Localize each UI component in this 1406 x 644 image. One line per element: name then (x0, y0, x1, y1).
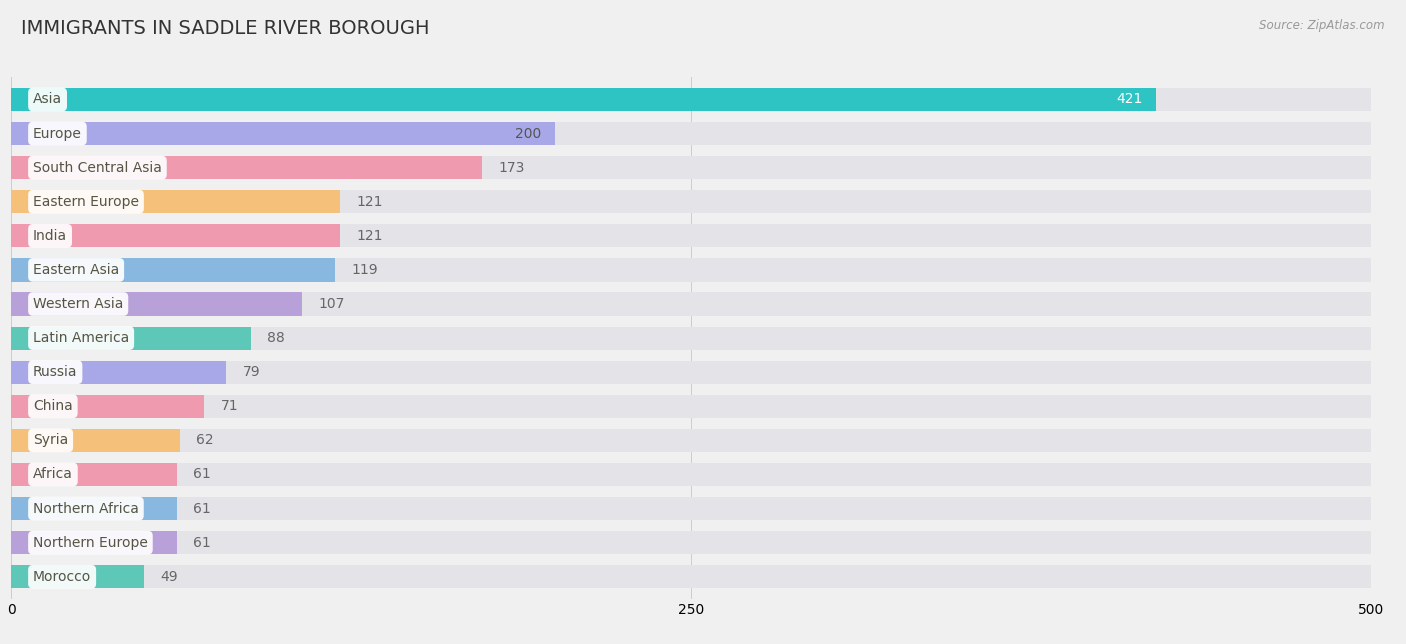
Text: Northern Europe: Northern Europe (32, 536, 148, 550)
Text: 121: 121 (357, 194, 382, 209)
Bar (11, 565, 145, 589)
Bar (11, 531, 1371, 554)
Bar (11, 156, 1371, 179)
Bar (11, 258, 1371, 281)
Text: India: India (32, 229, 67, 243)
Bar (11, 429, 180, 452)
Text: 107: 107 (319, 297, 344, 311)
Bar (11, 190, 340, 213)
Bar (11, 190, 1371, 213)
Bar (11, 88, 1156, 111)
Bar (11, 327, 250, 350)
Bar (11, 531, 177, 554)
Text: IMMIGRANTS IN SADDLE RIVER BOROUGH: IMMIGRANTS IN SADDLE RIVER BOROUGH (21, 19, 430, 39)
Text: Russia: Russia (32, 365, 77, 379)
Bar (11, 122, 555, 145)
Bar (11, 224, 340, 247)
Bar (11, 395, 204, 418)
Text: Northern Africa: Northern Africa (32, 502, 139, 516)
Text: 61: 61 (194, 502, 211, 516)
Text: Europe: Europe (32, 126, 82, 140)
Text: 61: 61 (194, 536, 211, 550)
Bar (11, 497, 177, 520)
Text: Asia: Asia (32, 93, 62, 106)
Bar (11, 122, 1371, 145)
Bar (11, 292, 302, 316)
Text: 88: 88 (267, 331, 284, 345)
Text: 49: 49 (160, 570, 179, 583)
Text: Western Asia: Western Asia (32, 297, 124, 311)
Bar (11, 565, 1371, 589)
Bar (11, 327, 1371, 350)
Text: 200: 200 (515, 126, 541, 140)
Text: 119: 119 (352, 263, 378, 277)
Text: 62: 62 (197, 433, 214, 448)
Text: Latin America: Latin America (32, 331, 129, 345)
Text: South Central Asia: South Central Asia (32, 160, 162, 175)
Bar (11, 156, 482, 179)
Text: Syria: Syria (32, 433, 69, 448)
Bar (11, 361, 1371, 384)
Bar (11, 429, 1371, 452)
Text: 173: 173 (498, 160, 524, 175)
Text: 121: 121 (357, 229, 382, 243)
Text: 79: 79 (242, 365, 260, 379)
Text: Source: ZipAtlas.com: Source: ZipAtlas.com (1260, 19, 1385, 32)
Text: 421: 421 (1116, 93, 1143, 106)
Text: China: China (32, 399, 73, 413)
Bar (11, 88, 1371, 111)
Bar (11, 361, 226, 384)
Text: Africa: Africa (32, 468, 73, 482)
Bar (11, 258, 335, 281)
Text: 61: 61 (194, 468, 211, 482)
Text: Eastern Asia: Eastern Asia (32, 263, 120, 277)
Bar (11, 463, 1371, 486)
Text: Eastern Europe: Eastern Europe (32, 194, 139, 209)
Text: Morocco: Morocco (32, 570, 91, 583)
Bar (11, 224, 1371, 247)
Bar (11, 292, 1371, 316)
Bar (11, 395, 1371, 418)
Bar (11, 497, 1371, 520)
Text: 71: 71 (221, 399, 238, 413)
Bar (11, 463, 177, 486)
